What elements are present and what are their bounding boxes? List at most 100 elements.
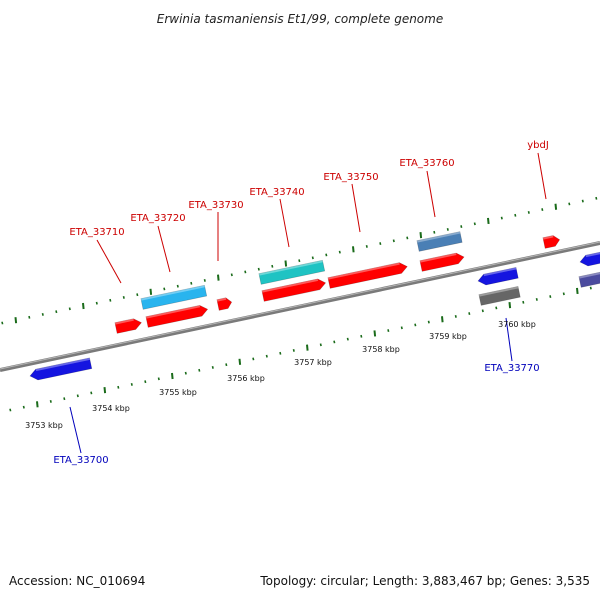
minor-tick — [176, 284, 179, 288]
major-tick — [419, 232, 423, 239]
minor-tick — [346, 337, 349, 341]
minor-tick — [400, 326, 403, 330]
scale-label: 3759 kbp — [429, 332, 467, 341]
minor-tick — [433, 230, 436, 234]
scale-label: 3756 kbp — [227, 374, 265, 383]
gene-arrow-eta-33770 — [477, 267, 519, 286]
minor-tick — [122, 296, 125, 299]
scale-labels: 3753 kbp 3754 kbp 3755 kbp 3756 kbp 3757 kbp… — [25, 320, 536, 430]
minor-tick — [95, 301, 98, 305]
minor-tick — [144, 380, 147, 384]
minor-tick — [468, 312, 471, 316]
gene-label-eta-33740[interactable]: ETA_33740 — [249, 187, 304, 198]
major-tick — [36, 401, 39, 408]
connector-eta-33720 — [157, 225, 171, 273]
minor-tick — [338, 250, 341, 254]
minor-tick — [163, 287, 166, 291]
gene-arrow-eta-33710 — [114, 318, 142, 334]
minor-tick — [473, 222, 476, 226]
gene-arrow-eta-33740 — [261, 278, 327, 302]
minor-tick — [9, 408, 12, 412]
minor-tick — [1, 321, 4, 325]
minor-tick — [311, 256, 314, 260]
minor-tick — [446, 228, 449, 231]
minor-tick — [500, 216, 503, 220]
minor-tick — [109, 298, 112, 302]
minor-tick — [549, 295, 552, 299]
minor-tick — [130, 383, 133, 386]
gene-label-eta-33770[interactable]: ETA_33770 — [484, 363, 539, 374]
minor-tick — [136, 293, 139, 297]
scale-label: 3758 kbp — [362, 345, 400, 354]
major-tick — [238, 358, 242, 365]
minor-tick — [90, 391, 93, 395]
minor-tick — [22, 405, 25, 409]
label-connectors — [69, 152, 547, 454]
major-tick — [373, 330, 377, 337]
minor-tick — [279, 351, 282, 355]
major-tick — [306, 344, 309, 351]
minor-tick — [252, 357, 255, 361]
minor-tick — [203, 279, 206, 282]
minor-tick — [41, 313, 44, 316]
minor-tick — [298, 259, 301, 263]
minor-tick — [117, 385, 120, 389]
minor-tick — [244, 270, 247, 274]
minor-tick — [495, 306, 498, 310]
major-tick — [171, 372, 174, 380]
gene-label-eta-33720[interactable]: ETA_33720 — [130, 213, 185, 224]
minor-tick — [406, 236, 409, 240]
minor-tick — [76, 394, 79, 398]
scale-label: 3755 kbp — [159, 388, 197, 397]
major-tick — [149, 288, 153, 295]
connector-ybdj — [537, 152, 547, 200]
minor-tick — [414, 323, 417, 327]
major-tick — [576, 287, 579, 295]
major-tick — [508, 302, 512, 309]
minor-tick — [365, 245, 368, 248]
gene-label-ybdj[interactable]: ybdJ — [527, 140, 549, 151]
gene-arrow-eta-33730 — [216, 297, 233, 311]
gene-label-eta-33730[interactable]: ETA_33730 — [188, 200, 243, 211]
connector-eta-33740 — [279, 198, 290, 248]
minor-tick — [595, 196, 598, 200]
minor-tick — [427, 320, 430, 324]
gene-label-eta-33750[interactable]: ETA_33750 — [323, 172, 378, 183]
cds-feature-box — [416, 231, 463, 252]
connector-eta-33760 — [426, 170, 436, 218]
minor-tick — [333, 340, 336, 344]
minor-tick — [481, 309, 484, 313]
minor-tick — [211, 366, 214, 369]
minor-tick — [49, 400, 52, 403]
cds-feature-box — [578, 271, 600, 288]
outer-tick-ring — [1, 196, 598, 325]
minor-tick — [325, 253, 328, 257]
accession-text: Accession: NC_010694 — [9, 574, 146, 588]
minor-tick — [68, 307, 71, 311]
gene-label-eta-33710[interactable]: ETA_33710 — [69, 227, 124, 238]
minor-tick — [190, 281, 193, 285]
gene-arrow-eta-33720 — [145, 304, 209, 328]
scale-label: 3753 kbp — [25, 421, 63, 430]
gene-arrow-eta-33700 — [29, 357, 93, 381]
minor-tick — [319, 343, 322, 347]
major-tick — [82, 302, 85, 310]
minor-tick — [271, 264, 274, 268]
minor-tick — [581, 199, 584, 203]
genome-title: Erwinia tasmaniensis Et1/99, complete ge… — [157, 12, 443, 26]
gene-label-eta-33700[interactable]: ETA_33700 — [53, 455, 108, 466]
minor-tick — [292, 349, 295, 352]
minor-tick — [265, 354, 268, 358]
minor-tick — [184, 371, 187, 375]
minor-tick — [541, 208, 544, 212]
minor-tick — [454, 315, 457, 318]
minor-tick — [257, 267, 260, 271]
gene-label-eta-33760[interactable]: ETA_33760 — [399, 158, 454, 169]
minor-tick — [514, 213, 517, 217]
minor-tick — [522, 300, 525, 304]
connector-eta-33770 — [505, 317, 513, 362]
minor-tick — [392, 239, 395, 243]
connector-eta-33750 — [351, 183, 361, 233]
